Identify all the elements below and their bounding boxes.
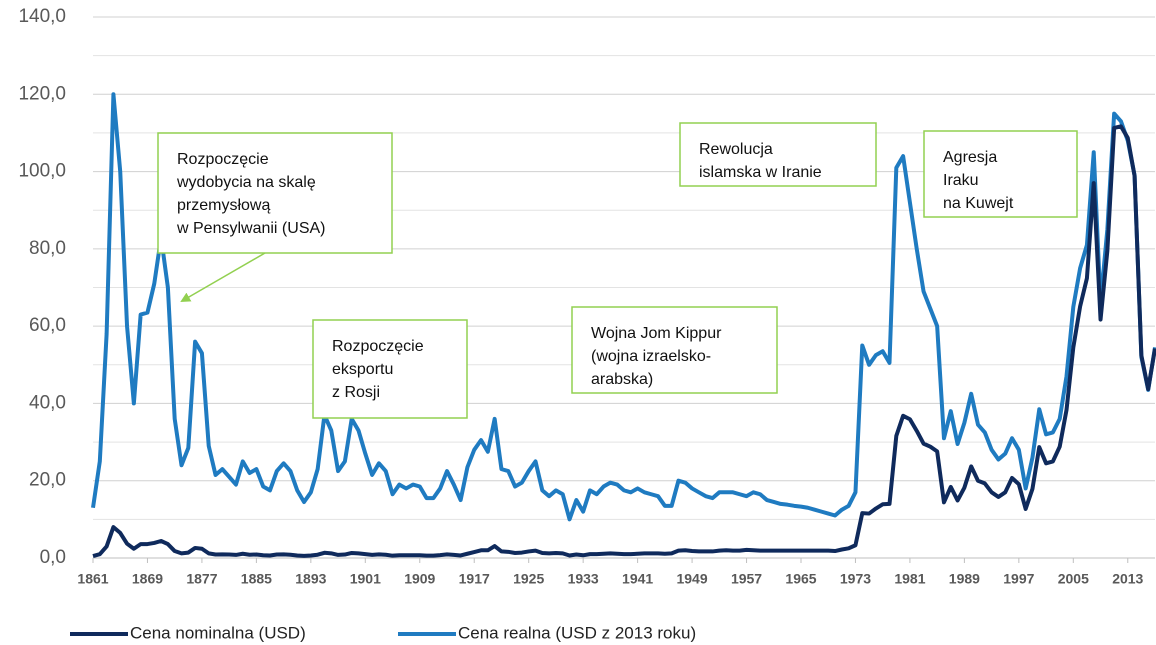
annotation-text: Iraku (943, 172, 979, 189)
x-tick-label: 1957 (731, 571, 762, 587)
annotation-text: z Rosji (332, 384, 380, 401)
series-line (92, 124, 1156, 558)
x-tick-label: 1869 (132, 571, 163, 587)
x-tick-label: 1989 (949, 571, 980, 587)
x-tick-label: 2013 (1112, 571, 1143, 587)
annotation-arrow (180, 252, 266, 303)
y-tick-label: 120,0 (18, 83, 66, 104)
y-tick-label: 140,0 (18, 6, 66, 27)
x-tick-label: 1981 (894, 571, 925, 587)
annotation-text: (wojna izraelsko- (591, 348, 711, 365)
x-tick-label: 1893 (295, 571, 326, 587)
x-tick-label: 1925 (513, 571, 544, 587)
x-tick-label: 1909 (404, 571, 435, 587)
legend-label: Cena realna (USD z 2013 roku) (458, 623, 696, 642)
annotation-text: Rozpoczęcie (332, 338, 424, 355)
y-tick-label: 20,0 (29, 470, 66, 491)
annotation-text: islamska w Iranie (699, 164, 822, 181)
annotation-text: wydobycia na skalę (176, 174, 316, 191)
x-tick-label: 1885 (241, 571, 272, 587)
annotation-text: w Pensylwanii (USA) (176, 220, 325, 237)
x-tick-label: 1933 (568, 571, 599, 587)
annotation-text: arabska) (591, 371, 653, 388)
x-tick-label: 2005 (1058, 571, 1089, 587)
x-tick-label: 1941 (622, 571, 653, 587)
annotation-box (571, 306, 778, 394)
annotation-text: na Kuwejt (943, 195, 1014, 212)
annotation-box (157, 132, 393, 254)
annotation-text: Agresja (943, 149, 997, 166)
x-tick-label: 1877 (186, 571, 217, 587)
annotation-box (679, 122, 877, 187)
grid (93, 16, 1155, 559)
x-tick-label: 1861 (77, 571, 108, 587)
y-tick-label: 60,0 (29, 315, 66, 336)
y-tick-label: 0,0 (40, 547, 66, 568)
annotation-text: Wojna Jom Kippur (591, 325, 722, 342)
annotation-text: Rozpoczęcie (177, 151, 269, 168)
x-tick-label: 1973 (840, 571, 871, 587)
x-tick-label: 1997 (1003, 571, 1034, 587)
x-tick-label: 1901 (350, 571, 381, 587)
series-line (91, 92, 1156, 522)
annotation-text: eksportu (332, 361, 393, 378)
annotation-box (312, 319, 468, 419)
y-tick-label: 100,0 (18, 161, 66, 182)
y-tick-label: 80,0 (29, 238, 66, 259)
legend-label: Cena nominalna (USD) (130, 623, 306, 642)
x-tick-label: 1965 (785, 571, 816, 587)
annotation-text: Rewolucja (699, 141, 773, 158)
x-tick-label: 1949 (676, 571, 707, 587)
x-tick-label: 1917 (459, 571, 490, 587)
y-tick-label: 40,0 (29, 392, 66, 413)
annotation-text: przemysłową (177, 197, 270, 214)
annotation-box (923, 130, 1078, 218)
